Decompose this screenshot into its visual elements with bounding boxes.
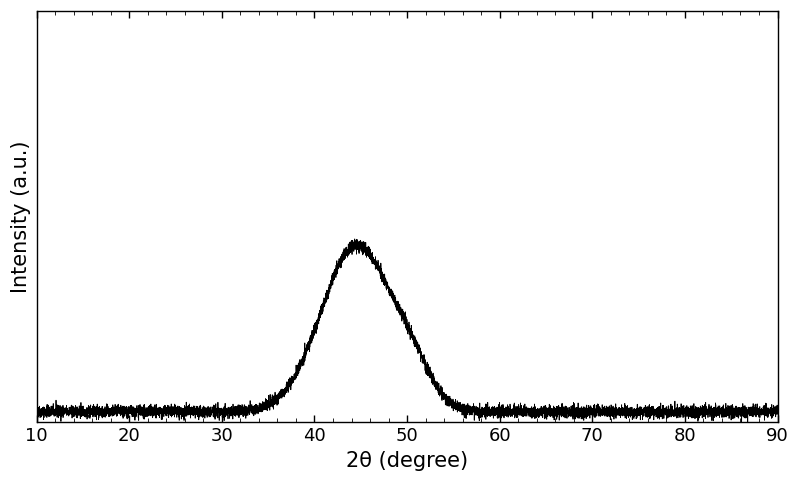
Y-axis label: Intensity (a.u.): Intensity (a.u.) <box>11 141 31 293</box>
X-axis label: 2θ (degree): 2θ (degree) <box>346 451 468 471</box>
